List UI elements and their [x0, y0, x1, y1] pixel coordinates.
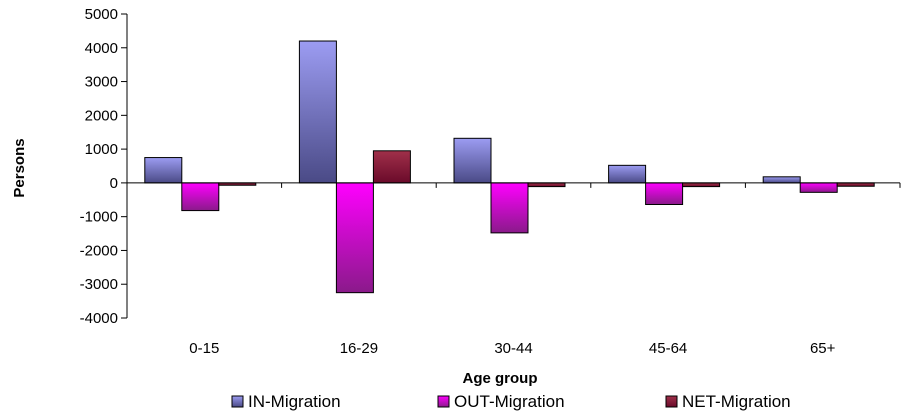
x-tick-label: 16-29	[340, 340, 378, 357]
y-tick-label: -3000	[80, 276, 118, 293]
y-tick-label: -2000	[80, 242, 118, 259]
bar-net-migration-45-64	[682, 182, 721, 188]
bar-in-migration-45-64	[608, 164, 647, 184]
bars	[144, 40, 875, 294]
y-tick-label: 4000	[85, 40, 118, 57]
y-tick-label: -1000	[80, 209, 118, 226]
legend-swatch	[437, 395, 450, 408]
bar-net-migration-16-29	[372, 150, 411, 184]
x-tick-label: 65+	[810, 340, 836, 357]
bar-out-migration-30-44	[490, 182, 529, 234]
legend-label: IN-Migration	[248, 392, 341, 411]
bar-in-migration-0-15	[144, 157, 183, 184]
bar-in-migration-16-29	[298, 40, 337, 184]
x-tick-label: 0-15	[189, 340, 219, 357]
bar-out-migration-65+	[799, 182, 838, 193]
legend: IN-Migration OUT-Migration NET-Migration	[231, 392, 791, 411]
y-axis-ticks: 5000 4000 3000 2000 1000 0 -1000 -2000 -3000 -400…	[80, 6, 127, 327]
y-tick-label: -4000	[80, 310, 118, 327]
x-axis-ticks: 0-15 16-29 30-44 45-64 65+	[126, 182, 901, 357]
legend-label: NET-Migration	[682, 392, 791, 411]
y-tick-label: 3000	[85, 74, 118, 91]
x-axis-title: Age group	[463, 370, 538, 387]
x-tick-label: 45-64	[649, 340, 687, 357]
y-tick-label: 0	[110, 175, 118, 192]
bar-in-migration-65+	[762, 176, 801, 184]
axes	[126, 14, 900, 318]
y-tick-label: 1000	[85, 141, 118, 158]
bar-in-migration-30-44	[453, 137, 492, 184]
bar-out-migration-16-29	[335, 182, 374, 294]
bar-net-migration-65+	[836, 182, 875, 187]
y-axis-title: Persons	[11, 138, 28, 197]
legend-swatch	[231, 395, 244, 408]
bar-out-migration-45-64	[645, 182, 684, 206]
bar-net-migration-30-44	[527, 182, 566, 188]
bar-out-migration-0-15	[181, 182, 220, 212]
x-tick-label: 30-44	[494, 340, 532, 357]
y-tick-label: 2000	[85, 107, 118, 124]
legend-swatch	[665, 395, 678, 408]
y-tick-label: 5000	[85, 6, 118, 23]
legend-label: OUT-Migration	[454, 392, 565, 411]
